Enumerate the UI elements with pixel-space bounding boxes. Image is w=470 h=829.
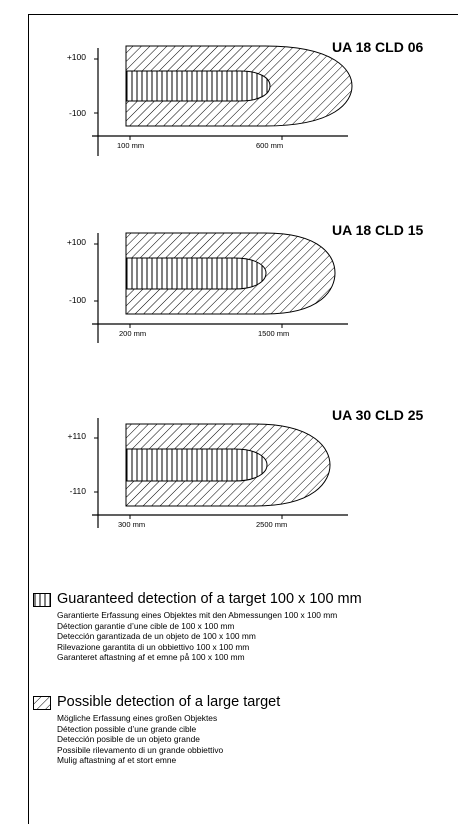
- legend-line: Possibile rilevamento di un grande obbie…: [57, 744, 224, 755]
- x-far-label: 1500 mm: [258, 329, 290, 338]
- page-frame: [28, 14, 458, 824]
- model-title: UA 18 CLD 06: [332, 39, 424, 55]
- legend-line: Détection garantie d’une cible de 100 x …: [57, 620, 235, 631]
- legend-line: Garanteret aftastning af et emne på 100 …: [57, 652, 245, 663]
- vertical-hatch-icon: [33, 593, 51, 607]
- detection-zone-graphic: [92, 418, 348, 528]
- legend-title: Possible detection of a large target: [57, 694, 281, 710]
- legend-line: Detección posible de un objeto grande: [57, 734, 200, 745]
- y-bottom-label: -100: [68, 295, 86, 305]
- detection-zone-graphic: [92, 45, 353, 156]
- x-near-label: 300 mm: [118, 520, 146, 529]
- legend-line: Détection possible d’une grande cible: [57, 723, 197, 734]
- legend-line: Mulig aftastning af et stort emne: [57, 755, 177, 766]
- x-near-label: 200 mm: [119, 329, 147, 338]
- legend-translations: Mögliche Erfassung eines großen Objektes…: [57, 713, 223, 766]
- x-far-label: 2500 mm: [256, 520, 288, 529]
- legend-title: Guaranteed detection of a target 100 x 1…: [57, 591, 362, 607]
- x-far-label: 600 mm: [256, 141, 284, 150]
- legend-translations: Garantierte Erfassung eines Objektes mit…: [57, 610, 337, 663]
- y-bottom-label: -100: [68, 108, 86, 118]
- legend-guaranteed: Guaranteed detection of a target 100 x 1…: [33, 591, 470, 663]
- detection-diagram-3: +110 -110 300 mm 2500 mm UA 30 CLD 25: [30, 398, 458, 548]
- model-title: UA 30 CLD 25: [332, 407, 424, 423]
- legend-line: Rilevazione garantita di un obbiettivo 1…: [57, 641, 250, 652]
- diagonal-hatch-icon: [33, 696, 51, 710]
- legend-line: Mögliche Erfassung eines großen Objektes: [57, 713, 218, 723]
- detection-diagram-2: +100 -100 200 mm 1500 mm UA 18 CLD 15: [30, 215, 458, 365]
- y-top-label: +100: [66, 52, 86, 62]
- detection-diagram-1: +100 -100 100 mm 600 mm UA 18 CLD 06: [30, 30, 458, 180]
- y-top-label: +110: [67, 431, 86, 441]
- model-title: UA 18 CLD 15: [332, 222, 424, 238]
- y-bottom-label: -110: [69, 486, 86, 496]
- legend-possible: Possible detection of a large target Mög…: [33, 694, 470, 766]
- legend-line: Detección garantizada de un objeto de 10…: [57, 631, 256, 642]
- detection-zone-graphic: [92, 232, 348, 343]
- legend-line: Garantierte Erfassung eines Objektes mit…: [57, 610, 338, 620]
- y-top-label: +100: [66, 237, 86, 247]
- x-near-label: 100 mm: [117, 141, 145, 150]
